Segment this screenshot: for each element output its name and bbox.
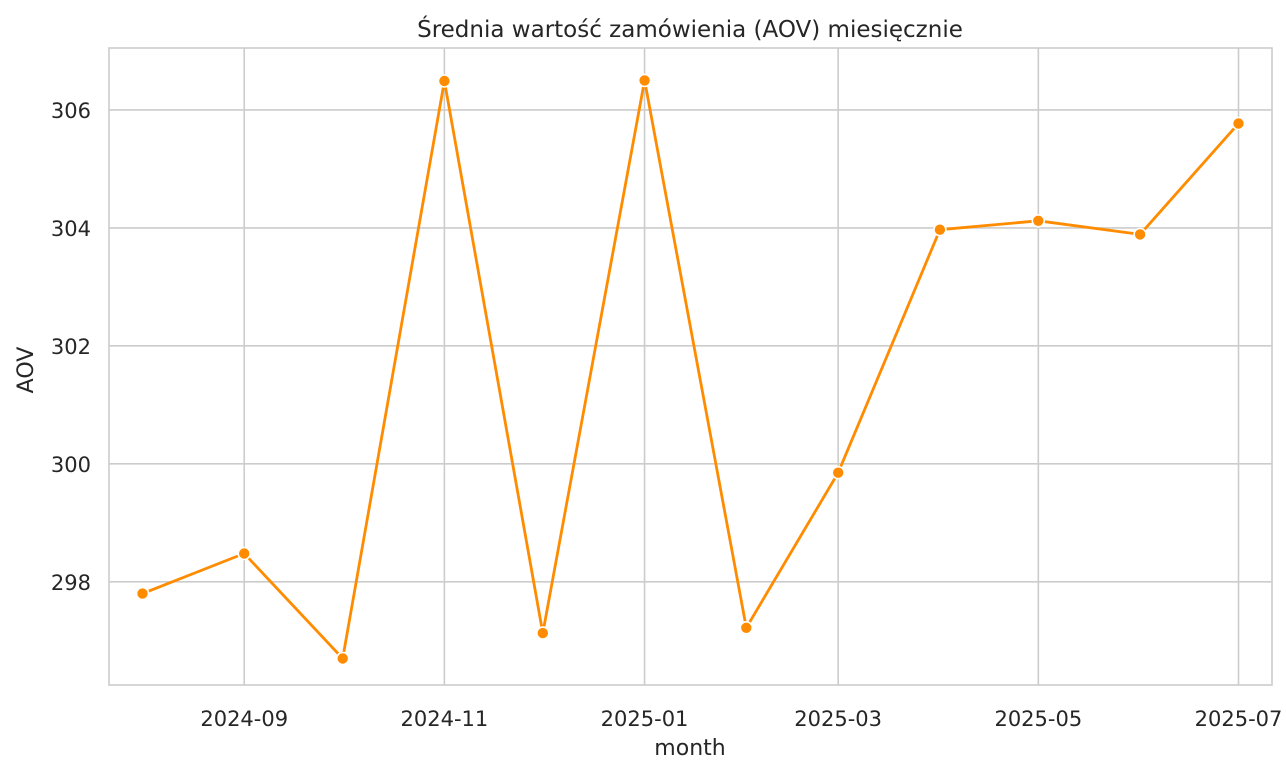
y-tick-label: 304 [51, 217, 91, 241]
y-tick-label: 306 [51, 99, 91, 123]
data-point [437, 74, 452, 88]
y-tick-label: 298 [51, 571, 91, 595]
plot-frame [108, 47, 1273, 686]
data-point [535, 626, 550, 640]
series-layer [135, 73, 1246, 666]
data-point [739, 620, 754, 635]
data-point [135, 586, 150, 601]
data-point [335, 651, 350, 666]
data-point [637, 73, 652, 88]
data-point [933, 222, 947, 237]
series-line [141, 79, 1240, 660]
y-tick-label: 300 [51, 453, 91, 477]
data-point [1133, 227, 1147, 242]
data-point [237, 546, 251, 561]
x-axis-ticks: 2024-09 2024-11 2025-01 2025-03 2025-05 2025-… [200, 707, 1282, 731]
y-tick-label: 302 [51, 335, 91, 359]
x-tick-label: 2024-11 [401, 707, 489, 731]
data-point [831, 465, 846, 480]
x-tick-label: 2025-03 [794, 707, 882, 731]
x-tick-label: 2024-09 [200, 707, 288, 731]
x-axis-label: month [654, 736, 725, 761]
x-tick-label: 2025-07 [1195, 707, 1283, 731]
y-axis-ticks: 298 300 302 304 306 [51, 99, 91, 595]
y-axis-label: AOV [14, 347, 39, 394]
x-tick-label: 2025-05 [994, 707, 1082, 731]
grid [109, 48, 1272, 685]
data-point [1231, 116, 1246, 131]
x-tick-label: 2025-01 [601, 707, 689, 731]
data-point [1031, 214, 1046, 228]
chart-title: Średnia wartość zamówienia (AOV) miesięc… [417, 15, 963, 43]
